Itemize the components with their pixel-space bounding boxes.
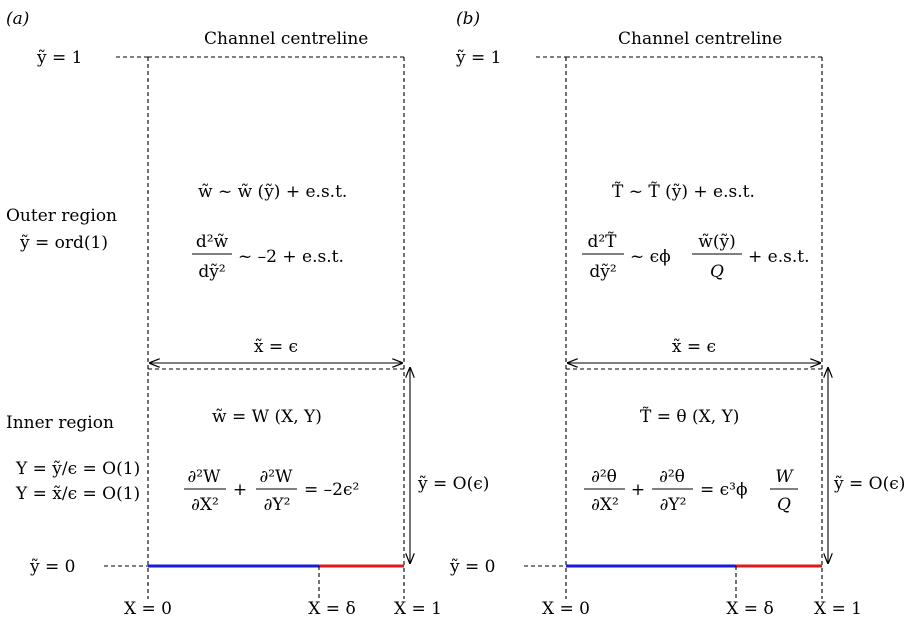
panel-b-y0-label: ỹ = 0 <box>449 557 495 577</box>
panel-b-inner-eq1: T̃ = θ (X, Y) <box>640 407 739 427</box>
panel-b-xdelta-label: X = δ <box>726 599 773 619</box>
panel-b-inner-frac1-num: ∂²θ <box>591 467 617 487</box>
panel-a-inner-frac2-den: ∂Y² <box>264 495 291 515</box>
outer-region-label: Outer region <box>6 206 117 226</box>
panel-a-inner-plus: + <box>233 480 247 500</box>
panel-a: (a) Channel centreline ỹ = 1 ỹ = 0 Outer… <box>6 9 489 619</box>
panel-a-inner-frac1-den: ∂X² <box>191 495 219 515</box>
panel-b-width-label: x̃ = ϵ <box>672 337 716 357</box>
panel-b-label: (b) <box>456 9 480 29</box>
panel-b-inner-plus: + <box>631 480 645 500</box>
panel-a-label: (a) <box>6 9 29 29</box>
panel-a-outer-eq2-den: dỹ² <box>198 262 225 282</box>
outer-region-order: ỹ = ord(1) <box>19 233 108 253</box>
panel-a-xdelta-label: X = δ <box>308 599 355 619</box>
inner-region-def-y: Y = ỹ/ϵ = O(1) <box>15 459 140 479</box>
panel-b-outer-eq1: T̃ ~ T̃ (ỹ) + e.s.t. <box>612 182 755 202</box>
panel-a-outer-eq2-rhs: ~ –2 + e.s.t. <box>238 247 344 267</box>
panel-b-outer-eq2-num: d²T̃ <box>587 232 617 252</box>
panel-a-inner-frac1-num: ∂²W <box>187 467 221 487</box>
panel-b-outer-eq2-mid: ~ ϵϕ <box>630 247 671 267</box>
panel-b-inner-frac2-den: ∂Y² <box>660 495 687 515</box>
panel-a-height-label: ỹ = O(ϵ) <box>417 474 489 494</box>
panel-b-x0-label: X = 0 <box>542 599 590 619</box>
panel-a-inner-eq1: w̃ = W (X, Y) <box>212 407 322 427</box>
panel-b-inner-rhs-frac-num: W <box>775 467 794 487</box>
panel-b-inner-rhs: = ϵ³ϕ <box>700 480 748 500</box>
panel-a-inner-frac2-num: ∂²W <box>259 467 293 487</box>
panel-a-outer-eq2-num: d²w̃ <box>196 232 229 252</box>
panel-a-width-label: x̃ = ϵ <box>254 337 298 357</box>
panel-b-outer-eq2-rhs: + e.s.t. <box>748 247 809 267</box>
inner-region-label: Inner region <box>6 413 114 433</box>
panel-b-x1-label: X = 1 <box>814 599 862 619</box>
panel-a-y0-label: ỹ = 0 <box>29 557 75 577</box>
panel-b-height-label: ỹ = O(ϵ) <box>833 474 905 494</box>
panel-b-y1-label: ỹ = 1 <box>455 48 501 68</box>
panel-a-outer-eq1: w̃ ~ w̃ (ỹ) + e.s.t. <box>198 182 347 202</box>
panel-b-inner-frac1-den: ∂X² <box>591 495 619 515</box>
panel-b-inner-rhs-frac-den: Q <box>777 495 791 515</box>
panel-b-inner-frac2-num: ∂²θ <box>659 467 685 487</box>
inner-region-def-x: Y = x̃/ϵ = O(1) <box>15 484 140 504</box>
panel-a-y1-label: ỹ = 1 <box>36 48 82 68</box>
panel-a-x1-label: X = 1 <box>394 599 442 619</box>
panel-a-centreline-label: Channel centreline <box>204 29 368 49</box>
panel-b: (b) Channel centreline ỹ = 1 ỹ = 0 T̃ ~ … <box>449 9 905 619</box>
panel-b-outer-eq2-den: dỹ² <box>589 262 616 282</box>
panel-a-x0-label: X = 0 <box>124 599 172 619</box>
panel-b-centreline-label: Channel centreline <box>618 29 782 49</box>
panel-b-outer-eq2-frac-num: w̃(ỹ) <box>698 232 735 252</box>
panel-b-outer-eq2-frac-den: Q <box>710 262 724 282</box>
panel-a-inner-rhs: = –2ϵ² <box>304 480 359 500</box>
